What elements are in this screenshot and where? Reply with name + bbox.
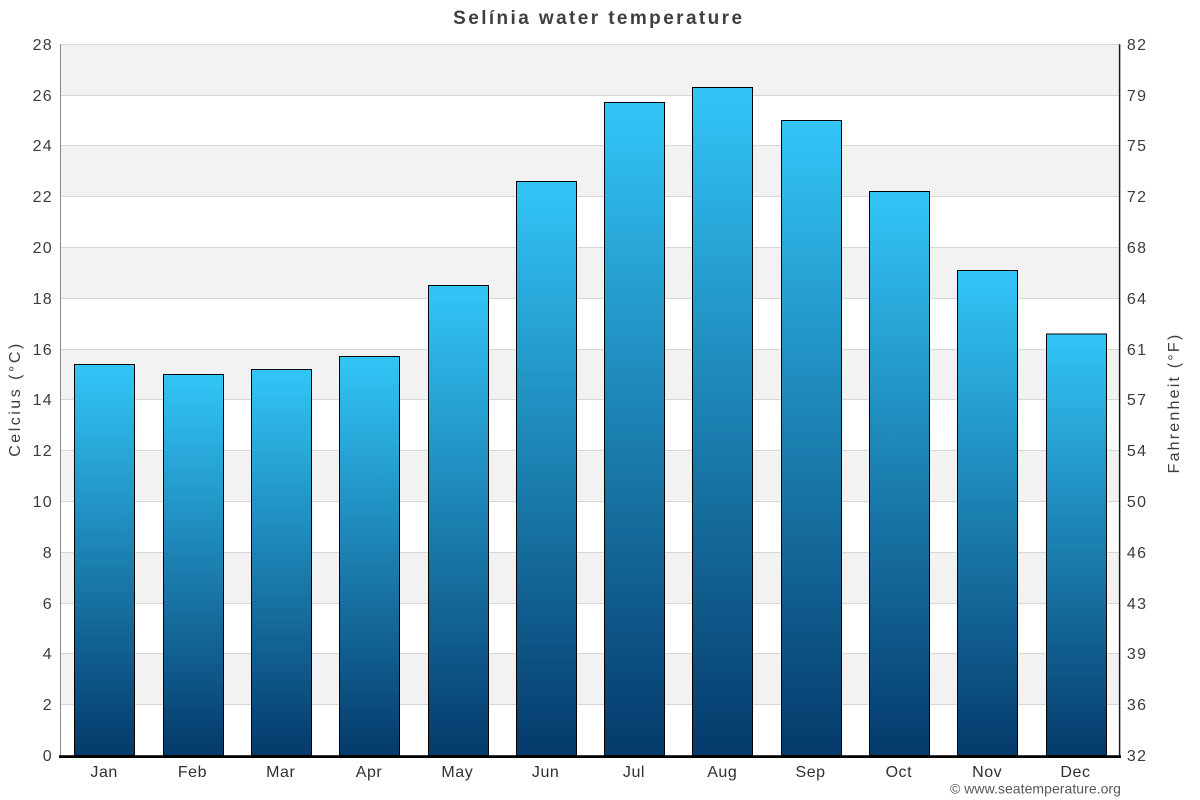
- svg-text:22: 22: [33, 189, 53, 206]
- svg-text:Aug: Aug: [707, 764, 737, 781]
- svg-text:64: 64: [1127, 291, 1147, 308]
- svg-text:36: 36: [1127, 697, 1147, 714]
- svg-text:2: 2: [43, 697, 53, 714]
- svg-text:32: 32: [1127, 748, 1147, 765]
- svg-text:39: 39: [1127, 646, 1147, 663]
- svg-text:20: 20: [33, 240, 53, 257]
- svg-text:26: 26: [33, 88, 53, 105]
- svg-text:Nov: Nov: [972, 764, 1002, 781]
- svg-text:Dec: Dec: [1060, 764, 1090, 781]
- svg-text:0: 0: [43, 748, 53, 765]
- svg-text:75: 75: [1127, 138, 1147, 155]
- svg-text:28: 28: [33, 37, 53, 54]
- svg-text:8: 8: [43, 545, 53, 562]
- svg-text:82: 82: [1127, 37, 1147, 54]
- svg-text:Celcius (°C): Celcius (°C): [7, 341, 24, 457]
- svg-text:54: 54: [1127, 443, 1147, 460]
- svg-text:16: 16: [33, 342, 53, 359]
- svg-text:72: 72: [1127, 189, 1147, 206]
- svg-text:57: 57: [1127, 392, 1147, 409]
- svg-text:12: 12: [33, 443, 53, 460]
- svg-text:Mar: Mar: [266, 764, 295, 781]
- svg-text:Jul: Jul: [623, 764, 645, 781]
- svg-text:Jan: Jan: [90, 764, 117, 781]
- svg-text:Jun: Jun: [532, 764, 559, 781]
- svg-text:61: 61: [1127, 342, 1147, 359]
- svg-text:4: 4: [43, 646, 53, 663]
- svg-text:14: 14: [33, 392, 53, 409]
- svg-text:50: 50: [1127, 494, 1147, 511]
- svg-text:24: 24: [33, 138, 53, 155]
- svg-text:79: 79: [1127, 88, 1147, 105]
- svg-text:43: 43: [1127, 596, 1147, 613]
- svg-text:Oct: Oct: [886, 764, 913, 781]
- svg-text:Selínia water temperature: Selínia water temperature: [453, 8, 744, 29]
- svg-text:10: 10: [33, 494, 53, 511]
- svg-text:68: 68: [1127, 240, 1147, 257]
- svg-text:May: May: [441, 764, 473, 781]
- svg-text:18: 18: [33, 291, 53, 308]
- svg-text:© www.seatemperature.org: © www.seatemperature.org: [950, 781, 1121, 797]
- svg-text:Fahrenheit (°F): Fahrenheit (°F): [1166, 333, 1183, 474]
- svg-text:Feb: Feb: [178, 764, 207, 781]
- svg-text:Sep: Sep: [795, 764, 825, 781]
- svg-text:6: 6: [43, 596, 53, 613]
- svg-text:Apr: Apr: [356, 764, 383, 781]
- svg-text:46: 46: [1127, 545, 1147, 562]
